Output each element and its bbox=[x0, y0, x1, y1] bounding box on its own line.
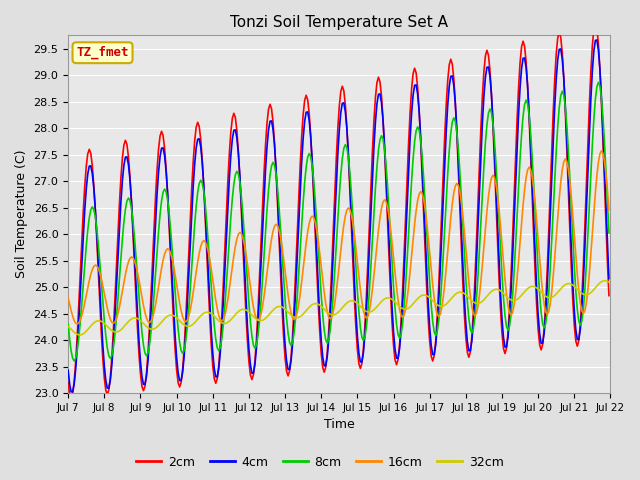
2cm bbox=[227, 129, 235, 135]
8cm bbox=[302, 164, 310, 170]
2cm bbox=[254, 308, 262, 314]
32cm bbox=[132, 315, 140, 321]
32cm bbox=[605, 279, 612, 285]
16cm bbox=[605, 207, 612, 213]
16cm bbox=[254, 317, 262, 323]
8cm bbox=[227, 214, 235, 220]
4cm bbox=[577, 326, 584, 332]
4cm bbox=[605, 276, 612, 281]
Line: 2cm: 2cm bbox=[68, 23, 609, 398]
4cm bbox=[67, 389, 75, 395]
8cm bbox=[595, 79, 602, 85]
2cm bbox=[605, 293, 612, 299]
32cm bbox=[245, 309, 253, 315]
2cm bbox=[67, 395, 75, 401]
X-axis label: Time: Time bbox=[324, 419, 355, 432]
16cm bbox=[74, 321, 81, 327]
16cm bbox=[577, 300, 584, 306]
16cm bbox=[132, 263, 140, 269]
32cm bbox=[302, 308, 310, 313]
8cm bbox=[605, 230, 612, 236]
32cm bbox=[227, 317, 235, 323]
32cm bbox=[577, 289, 584, 295]
Line: 4cm: 4cm bbox=[68, 40, 609, 392]
Line: 8cm: 8cm bbox=[68, 82, 609, 361]
32cm bbox=[254, 317, 262, 323]
2cm bbox=[245, 359, 253, 365]
Title: Tonzi Soil Temperature Set A: Tonzi Soil Temperature Set A bbox=[230, 15, 448, 30]
16cm bbox=[64, 295, 72, 300]
4cm bbox=[64, 367, 72, 373]
Text: TZ_fmet: TZ_fmet bbox=[76, 46, 129, 60]
8cm bbox=[245, 300, 253, 306]
4cm bbox=[302, 109, 310, 115]
4cm bbox=[245, 346, 253, 352]
8cm bbox=[70, 358, 78, 364]
Y-axis label: Soil Temperature (C): Soil Temperature (C) bbox=[15, 150, 28, 278]
Line: 16cm: 16cm bbox=[68, 151, 609, 324]
16cm bbox=[598, 148, 605, 154]
8cm bbox=[64, 321, 72, 327]
2cm bbox=[132, 295, 140, 300]
16cm bbox=[302, 240, 310, 246]
8cm bbox=[577, 323, 584, 328]
2cm bbox=[591, 20, 599, 26]
32cm bbox=[64, 324, 72, 329]
16cm bbox=[245, 273, 253, 278]
4cm bbox=[593, 37, 601, 43]
2cm bbox=[577, 322, 584, 327]
2cm bbox=[64, 379, 72, 385]
32cm bbox=[76, 332, 84, 338]
4cm bbox=[227, 153, 235, 158]
4cm bbox=[254, 322, 262, 327]
Legend: 2cm, 4cm, 8cm, 16cm, 32cm: 2cm, 4cm, 8cm, 16cm, 32cm bbox=[131, 451, 509, 474]
Line: 32cm: 32cm bbox=[68, 281, 609, 335]
8cm bbox=[254, 333, 262, 339]
4cm bbox=[132, 282, 140, 288]
8cm bbox=[132, 253, 140, 259]
16cm bbox=[227, 275, 235, 280]
2cm bbox=[302, 92, 310, 98]
32cm bbox=[600, 278, 608, 284]
